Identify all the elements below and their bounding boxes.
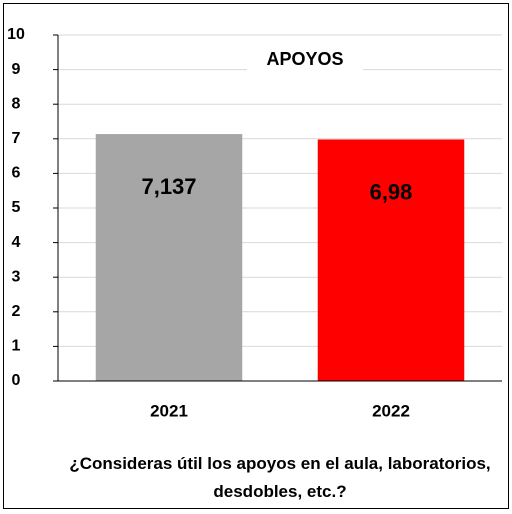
y-tick-label: 6 [12,165,21,182]
y-tick-label: 3 [12,268,21,285]
y-tick-label: 9 [12,61,21,78]
bar [95,134,243,381]
y-tick-label: 0 [12,372,21,389]
y-tick-label: 7 [12,130,21,147]
chart-border [3,3,509,509]
y-tick-label: 10 [7,26,25,43]
y-tick-label: 1 [12,338,21,355]
y-tick-label: 5 [12,199,21,216]
x-tick-label: 2022 [372,401,410,420]
data-label: 6,98 [370,179,413,204]
x-axis-label: ¿Consideras útil los apoyos en el aula, … [69,454,491,501]
title-background [247,44,363,76]
y-tick-label: 8 [12,95,21,112]
y-tick-label: 2 [12,303,21,320]
chart-title: APOYOS [266,49,343,69]
x-tick-label: 2021 [150,401,188,420]
y-tick-label: 4 [12,234,21,251]
data-label: 7,137 [141,174,196,199]
bar [317,139,465,381]
